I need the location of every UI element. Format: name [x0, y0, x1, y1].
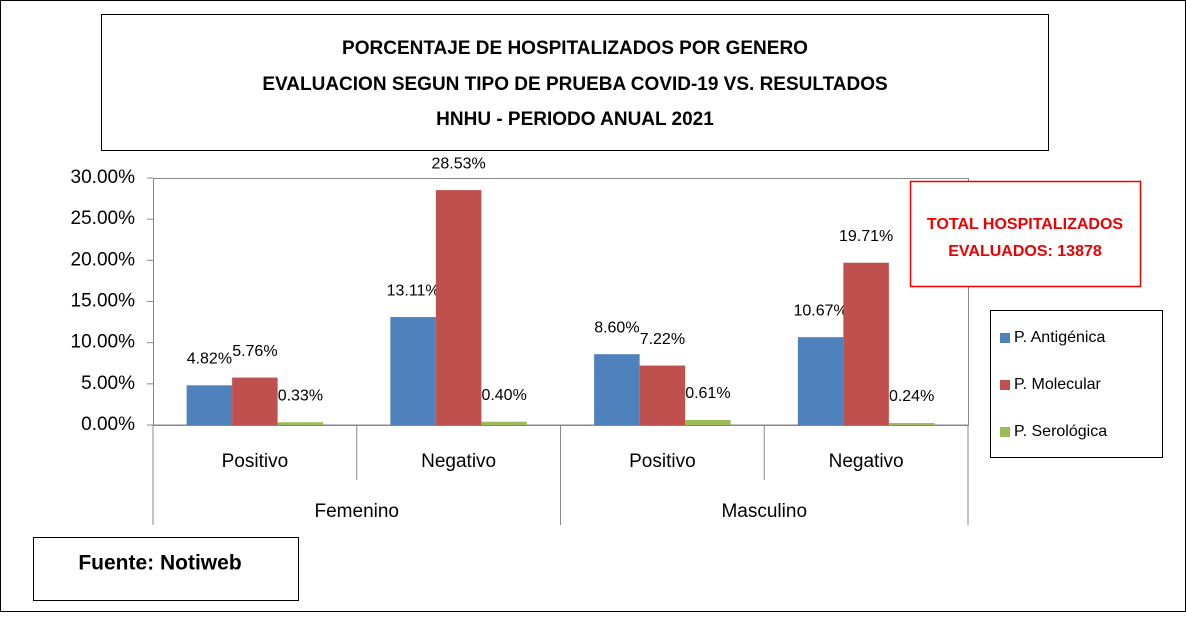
data-label: 0.40%	[481, 387, 526, 404]
legend-label: P. Antigénica	[1014, 329, 1105, 346]
data-label: 19.71%	[839, 228, 893, 245]
data-label: 7.22%	[640, 331, 685, 348]
bar	[685, 419, 731, 425]
annotation: EVALUADOS: 13878	[948, 243, 1102, 260]
bar	[435, 190, 482, 425]
chart-title: EVALUACION SEGUN TIPO DE PRUEBA COVID-19…	[262, 74, 887, 95]
y-tick-label: 0.00%	[81, 414, 135, 435]
bar	[390, 317, 436, 425]
y-tick-label: 10.00%	[71, 332, 136, 353]
data-label: 0.24%	[889, 388, 934, 405]
x-tick-label: Negativo	[421, 451, 496, 472]
legend-label: P. Serológica	[1014, 423, 1107, 440]
data-label: 13.11%	[387, 282, 440, 299]
bar	[481, 421, 527, 425]
bar	[888, 423, 935, 425]
legend-label: P. Molecular	[1014, 376, 1102, 393]
y-tick-label: 20.00%	[71, 249, 136, 270]
bar	[186, 385, 233, 425]
chart-title: HNHU - PERIODO ANUAL 2021	[436, 109, 714, 130]
bar	[277, 422, 324, 425]
legend-swatch	[1000, 333, 1010, 343]
group-label: Femenino	[315, 501, 400, 522]
source: Fuente: Notiweb	[78, 552, 241, 575]
source-box	[33, 537, 299, 601]
data-label: 5.76%	[232, 343, 277, 360]
data-label: 0.61%	[685, 385, 730, 402]
bar	[843, 262, 889, 425]
y-tick-label: 5.00%	[81, 373, 135, 394]
title-box	[101, 14, 1049, 151]
bar	[797, 337, 844, 425]
y-tick-label: 15.00%	[71, 291, 136, 312]
bar	[594, 354, 640, 425]
legend-swatch	[1000, 427, 1010, 437]
annotation-box	[909, 180, 1142, 288]
data-label: 8.60%	[594, 319, 639, 336]
y-tick-label: 30.00%	[71, 167, 136, 188]
group-label: Masculino	[721, 501, 807, 522]
data-label: 10.67%	[793, 302, 847, 319]
legend-swatch	[1000, 380, 1010, 390]
data-label: 0.33%	[278, 388, 323, 405]
data-label: 28.53%	[431, 155, 485, 172]
y-tick-label: 25.00%	[71, 208, 136, 229]
bar	[639, 365, 686, 425]
legend-box	[990, 310, 1163, 458]
x-tick-label: Negativo	[829, 451, 904, 472]
x-tick-label: Positivo	[629, 451, 696, 472]
x-tick-label: Positivo	[222, 451, 289, 472]
data-label: 4.82%	[187, 351, 232, 368]
bar	[232, 377, 278, 425]
annotation: TOTAL HOSPITALIZADOS	[927, 216, 1123, 233]
chart-title: PORCENTAJE DE HOSPITALIZADOS POR GENERO	[342, 38, 808, 59]
